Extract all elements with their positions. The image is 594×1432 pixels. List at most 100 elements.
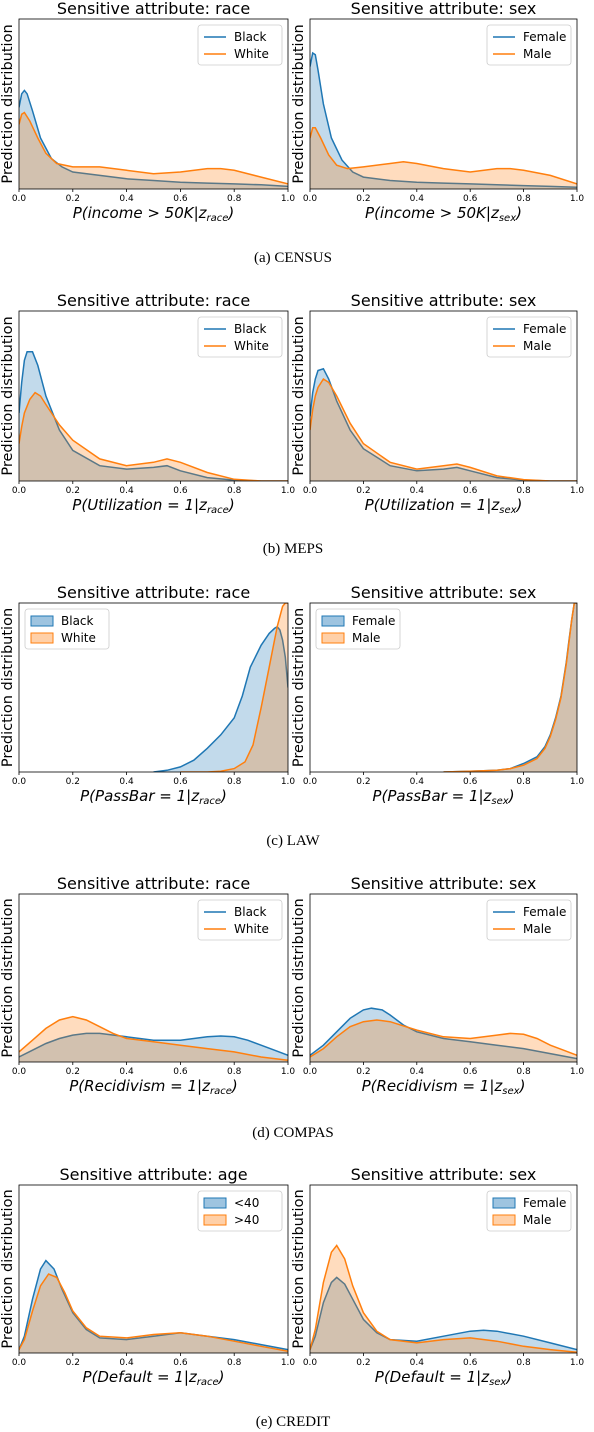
x-tick-label: 0.8 [227, 486, 242, 496]
x-axis-label-subscript: sex [499, 213, 516, 224]
plot-frame [309, 310, 578, 482]
legend-box [197, 24, 283, 66]
legend: Female Male [486, 899, 572, 941]
x-tick-label: 0.6 [463, 194, 478, 204]
y-axis-label: Prediction distribution [291, 608, 307, 767]
legend: Female Male [486, 24, 572, 66]
area-black [19, 351, 288, 481]
x-tick-label: 1.0 [281, 777, 296, 787]
chart-credit-left: 0.0 0.2 0.4 0.6 0.8 1.0 Sensitive attribute: a… [0, 1165, 295, 1388]
x-tick-label: 0.6 [463, 1067, 478, 1077]
legend: Black White [197, 24, 283, 66]
chart-law-left: 0.0 0.2 0.4 0.6 0.8 1.0 Sensitive attribute: r… [0, 583, 295, 807]
x-axis-label-main: P(Default = 1|z [82, 1368, 197, 1386]
line-black [19, 351, 288, 481]
x-tick-label: 0.4 [410, 194, 425, 204]
legend-label-male: Male [523, 339, 551, 353]
x-axis-label-close: ) [508, 787, 515, 805]
x-axis-label: P(income > 50K|zrace) [73, 204, 235, 224]
legend: <40>40 [197, 1190, 283, 1232]
chart-title: Sensitive attribute: sex [351, 291, 537, 310]
x-axis-label-subscript: race [207, 213, 229, 224]
chart-title: Sensitive attribute: race [57, 874, 250, 893]
line-male [310, 127, 577, 185]
legend: Female Male [315, 608, 401, 650]
x-axis-label-subscript: race [197, 1377, 219, 1388]
legend-label-black: Black [234, 30, 267, 44]
x-axis-label: P(Utilization = 1|zrace) [72, 496, 234, 516]
x-tick-label: 0.2 [356, 777, 370, 787]
legend: Black White [24, 608, 110, 650]
x-tick-label: 1.0 [281, 1358, 296, 1368]
chart-title: Sensitive attribute: race [57, 0, 250, 18]
x-axis-label-main: P(income > 50K|z [73, 204, 208, 222]
x-tick-label: 0.6 [173, 1358, 188, 1368]
line-white [19, 1015, 288, 1062]
line-white [180, 603, 288, 772]
line-female [310, 1007, 577, 1060]
plot-area [310, 1007, 577, 1062]
line-male [310, 377, 577, 481]
x-axis-label-main: P(Recidivism = 1|z [69, 1077, 211, 1095]
legend-box [197, 316, 283, 358]
line-white [19, 111, 288, 185]
x-tick-label: 0.0 [303, 1358, 318, 1368]
x-axis-label-main: P(PassBar = 1|z [80, 787, 200, 805]
x-axis-label: P(Default = 1|zsex) [375, 1368, 512, 1388]
legend-box [486, 316, 572, 358]
plot-area [19, 1015, 288, 1062]
x-axis-label-close: ) [519, 1077, 526, 1095]
legend: Female Male [486, 1190, 572, 1232]
x-tick-label: 0.6 [463, 486, 478, 496]
legend: Female Male [486, 316, 572, 358]
plot-area [310, 51, 577, 189]
legend-label-white: White [234, 339, 269, 353]
legend-swatch-male [492, 1214, 516, 1226]
x-tick-label: 0.6 [173, 486, 188, 496]
line-black [19, 1032, 288, 1058]
x-axis-label-subscript: race [207, 505, 229, 516]
x-axis-label-main: P(Utilization = 1|z [72, 496, 208, 514]
legend-swatch-male [321, 632, 345, 644]
line-white [19, 391, 288, 481]
caption-credit: (e) CREDIT [256, 1414, 331, 1430]
x-tick-label: 0.0 [303, 486, 318, 496]
legend-label-white: White [234, 47, 269, 61]
x-axis-label-main: P(Recidivism = 1|z [362, 1077, 504, 1095]
plot-frame [309, 893, 578, 1063]
x-tick-label: 1.0 [570, 1358, 585, 1368]
x-tick-label: 0.2 [66, 1358, 80, 1368]
x-axis-label-main: P(Utilization = 1|z [365, 496, 501, 514]
chart-compas-right: 0.0 0.2 0.4 0.6 0.8 1.0 Sensitive attribute: s… [291, 874, 584, 1097]
x-tick-label: 0.2 [66, 1067, 80, 1077]
x-axis-label: P(Default = 1|zrace) [82, 1368, 224, 1388]
area-female [310, 368, 577, 481]
area-black [19, 90, 288, 189]
area-white [19, 392, 288, 481]
plot-area [310, 367, 577, 481]
legend-label-white: White [61, 631, 96, 645]
y-axis-label: Prediction distribution [291, 1189, 307, 1348]
legend-swatch-40 [203, 1197, 227, 1209]
line-male [310, 1244, 577, 1353]
x-axis-label: P(PassBar = 1|zsex) [372, 787, 514, 807]
x-tick-label: 0.8 [227, 777, 242, 787]
legend-label-male: Male [352, 631, 380, 645]
chart-title: Sensitive attribute: race [57, 291, 250, 310]
legend-swatch-white [30, 632, 54, 644]
x-tick-label: 1.0 [570, 1067, 585, 1077]
legend-swatch-black [30, 615, 54, 627]
area-female [310, 53, 577, 189]
x-tick-label: 0.2 [356, 1067, 370, 1077]
x-tick-label: 0.0 [12, 1358, 27, 1368]
legend-label-female: Female [523, 905, 566, 919]
chart-meps-right: 0.0 0.2 0.4 0.6 0.8 1.0 Sensitive attribute: s… [291, 291, 584, 516]
x-axis-label: P(Utilization = 1|zsex) [365, 496, 523, 516]
x-tick-label: 0.4 [119, 777, 134, 787]
plot-frame [18, 602, 289, 773]
chart-compas-left: 0.0 0.2 0.4 0.6 0.8 1.0 Sensitive attribute: r… [0, 874, 295, 1097]
x-axis-label: P(income > 50K|zsex) [365, 204, 522, 224]
legend-label-black: Black [61, 614, 94, 628]
plot-area [443, 603, 577, 772]
legend-label-black: Black [234, 905, 267, 919]
